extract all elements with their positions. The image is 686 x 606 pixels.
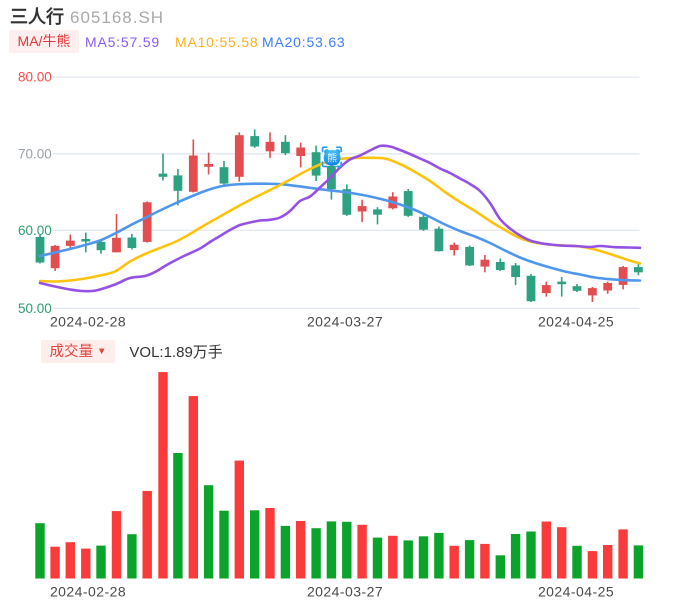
svg-text:2024-03-27: 2024-03-27	[307, 584, 383, 600]
svg-text:熊: 熊	[327, 152, 337, 165]
svg-text:80.00: 80.00	[18, 70, 52, 85]
svg-text:2024-02-28: 2024-02-28	[50, 584, 126, 600]
svg-text:50.00: 50.00	[18, 301, 52, 316]
svg-text:2024-03-27: 2024-03-27	[307, 314, 383, 330]
svg-text:70.00: 70.00	[18, 146, 52, 161]
svg-text:2024-02-28: 2024-02-28	[50, 314, 126, 330]
svg-text:2024-04-25: 2024-04-25	[538, 584, 614, 600]
svg-text:60.00: 60.00	[18, 223, 52, 238]
svg-text:2024-04-25: 2024-04-25	[538, 314, 614, 330]
